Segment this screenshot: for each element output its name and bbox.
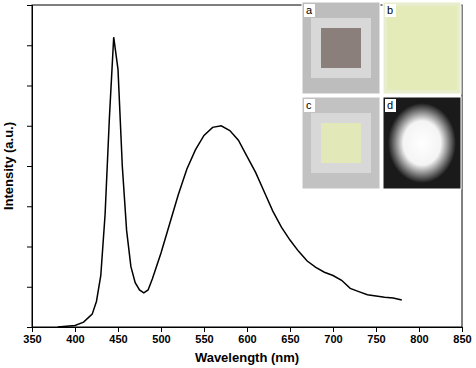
x-tick: 650 <box>281 327 299 345</box>
letter-patch <box>304 4 315 17</box>
x-tick-mark <box>161 327 162 332</box>
photo-background <box>302 97 380 189</box>
y-tick <box>27 5 32 6</box>
x-tick: 350 <box>23 327 41 345</box>
letter-patch <box>385 4 396 17</box>
x-tick-mark <box>290 327 291 332</box>
letter-patch <box>304 99 315 112</box>
x-tick-mark <box>118 327 119 332</box>
plot: 350 400 450 500 550 600 650 700 750 800 850 <box>23 5 471 345</box>
inset-photo: b <box>383 2 461 94</box>
x-tick: 400 <box>66 327 84 345</box>
x-tick-label: 850 <box>453 333 471 345</box>
x-axis-line <box>33 328 463 333</box>
x-tick-label: 600 <box>238 333 256 345</box>
y-tick-mark <box>27 86 32 87</box>
inset-photo: a <box>302 2 380 94</box>
y-tick <box>27 206 32 207</box>
x-tick: 700 <box>324 327 342 345</box>
x-tick-mark <box>333 327 334 332</box>
x-tick-label: 550 <box>195 333 213 345</box>
photo-background <box>302 2 380 94</box>
y-tick <box>27 45 32 46</box>
x-tick-label: 650 <box>281 333 299 345</box>
inset-photo: c <box>302 97 380 189</box>
x-axis-title: Wavelength (nm) <box>195 350 299 365</box>
x-tick-label: 800 <box>410 333 428 345</box>
chart: 350 400 450 500 550 600 650 700 750 800 850 Wavelen… <box>0 0 476 368</box>
inset: a b c d <box>302 2 461 189</box>
photo-board <box>311 113 371 173</box>
y-tick-mark <box>27 126 32 127</box>
panel-letter: a <box>306 4 313 16</box>
inset-photo: d <box>383 97 461 189</box>
x-tick-mark <box>247 327 248 332</box>
x-tick-mark <box>419 327 420 332</box>
x-tick-label: 750 <box>367 333 385 345</box>
y-tick-mark <box>27 166 32 167</box>
x-tick-label: 500 <box>152 333 170 345</box>
x-tick-mark <box>376 327 377 332</box>
y-axis-title: Intensity (a.u.) <box>1 122 16 210</box>
panel-letter: c <box>306 99 312 111</box>
panel-letter: b <box>387 4 393 16</box>
y-tick-mark <box>27 287 32 288</box>
photo-chip <box>321 28 361 68</box>
y-tick <box>27 327 32 328</box>
y-tick-mark <box>27 45 32 46</box>
x-tick-mark <box>462 327 463 332</box>
photo-background <box>383 97 461 189</box>
x-tick-label: 700 <box>324 333 342 345</box>
y-tick <box>27 287 32 288</box>
photo-glow <box>388 103 456 183</box>
y-tick-mark <box>27 206 32 207</box>
photo-background <box>383 2 461 94</box>
x-tick: 800 <box>410 327 428 345</box>
x-tick: 850 <box>453 327 471 345</box>
x-tick-mark <box>75 327 76 332</box>
letter-patch <box>385 99 396 112</box>
plot-frame <box>32 5 462 327</box>
y-tick <box>27 86 32 87</box>
panel-letter: d <box>387 99 393 111</box>
y-tick <box>27 166 32 167</box>
x-tick-mark <box>204 327 205 332</box>
y-tick <box>27 247 32 248</box>
y-tick-mark <box>27 5 32 6</box>
x-tick: 550 <box>195 327 213 345</box>
photo-chip <box>321 123 361 163</box>
photo-chip <box>387 6 457 90</box>
x-axis: 350 400 450 500 550 600 650 700 750 800 850 <box>23 327 471 345</box>
x-tick: 600 <box>238 327 256 345</box>
y-axis <box>27 6 33 328</box>
x-tick-label: 400 <box>66 333 84 345</box>
photo-board <box>311 18 371 78</box>
x-tick: 500 <box>152 327 170 345</box>
y-tick-mark <box>27 247 32 248</box>
y-tick <box>27 126 32 127</box>
x-tick-label: 450 <box>109 333 127 345</box>
x-tick: 450 <box>109 327 127 345</box>
x-tick: 750 <box>367 327 385 345</box>
y-axis-line <box>27 6 33 328</box>
x-tick-label: 350 <box>23 333 41 345</box>
y-tick-mark <box>27 327 32 328</box>
